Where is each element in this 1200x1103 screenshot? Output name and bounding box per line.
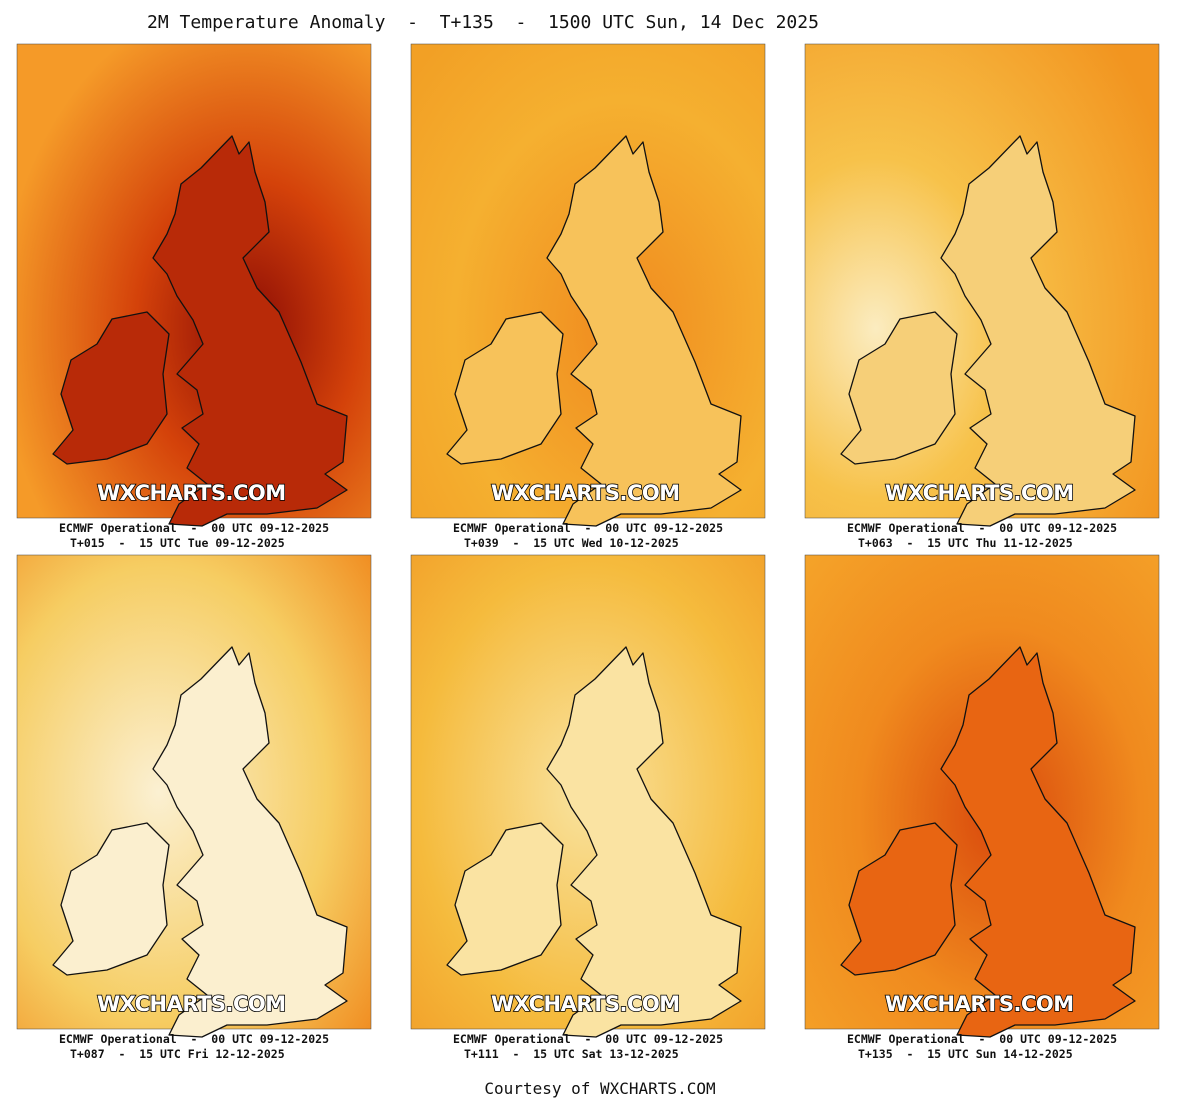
valid-time: T+039 - 15 UTC Wed 10-12-2025 — [464, 536, 679, 550]
map-panel: WXCHARTS.COM ECMWF Operational - 00 UTC 0… — [410, 554, 766, 1061]
valid-time: T+111 - 15 UTC Sat 13-12-2025 — [464, 1047, 679, 1061]
map-panel: WXCHARTS.COM ECMWF Operational - 00 UTC 0… — [804, 554, 1160, 1061]
model-run: ECMWF Operational - 00 UTC 09-12-2025 — [847, 521, 1117, 535]
watermark: WXCHARTS.COM — [885, 992, 1074, 1016]
valid-time: T+015 - 15 UTC Tue 09-12-2025 — [70, 536, 285, 550]
model-run: ECMWF Operational - 00 UTC 09-12-2025 — [59, 1032, 329, 1046]
model-run: ECMWF Operational - 00 UTC 09-12-2025 — [847, 1032, 1117, 1046]
model-run: ECMWF Operational - 00 UTC 09-12-2025 — [59, 521, 329, 535]
watermark: WXCHARTS.COM — [885, 481, 1074, 505]
map-panel: WXCHARTS.COM ECMWF Operational - 00 UTC 0… — [16, 554, 372, 1061]
footer-credit: Courtesy of WXCHARTS.COM — [484, 1079, 715, 1098]
watermark: WXCHARTS.COM — [491, 992, 680, 1016]
map-panel: WXCHARTS.COM ECMWF Operational - 00 UTC 0… — [410, 43, 766, 550]
map-panel: WXCHARTS.COM ECMWF Operational - 00 UTC 0… — [16, 43, 372, 550]
title: 2M Temperature Anomaly - T+135 - 1500 UT… — [147, 12, 819, 33]
watermark: WXCHARTS.COM — [97, 992, 286, 1016]
valid-time: T+087 - 15 UTC Fri 12-12-2025 — [70, 1047, 285, 1061]
map-panel: WXCHARTS.COM ECMWF Operational - 00 UTC 0… — [804, 43, 1160, 550]
model-run: ECMWF Operational - 00 UTC 09-12-2025 — [453, 1032, 723, 1046]
valid-time: T+063 - 15 UTC Thu 11-12-2025 — [858, 536, 1073, 550]
valid-time: T+135 - 15 UTC Sun 14-12-2025 — [858, 1047, 1073, 1061]
watermark: WXCHARTS.COM — [97, 481, 286, 505]
watermark: WXCHARTS.COM — [491, 481, 680, 505]
model-run: ECMWF Operational - 00 UTC 09-12-2025 — [453, 521, 723, 535]
